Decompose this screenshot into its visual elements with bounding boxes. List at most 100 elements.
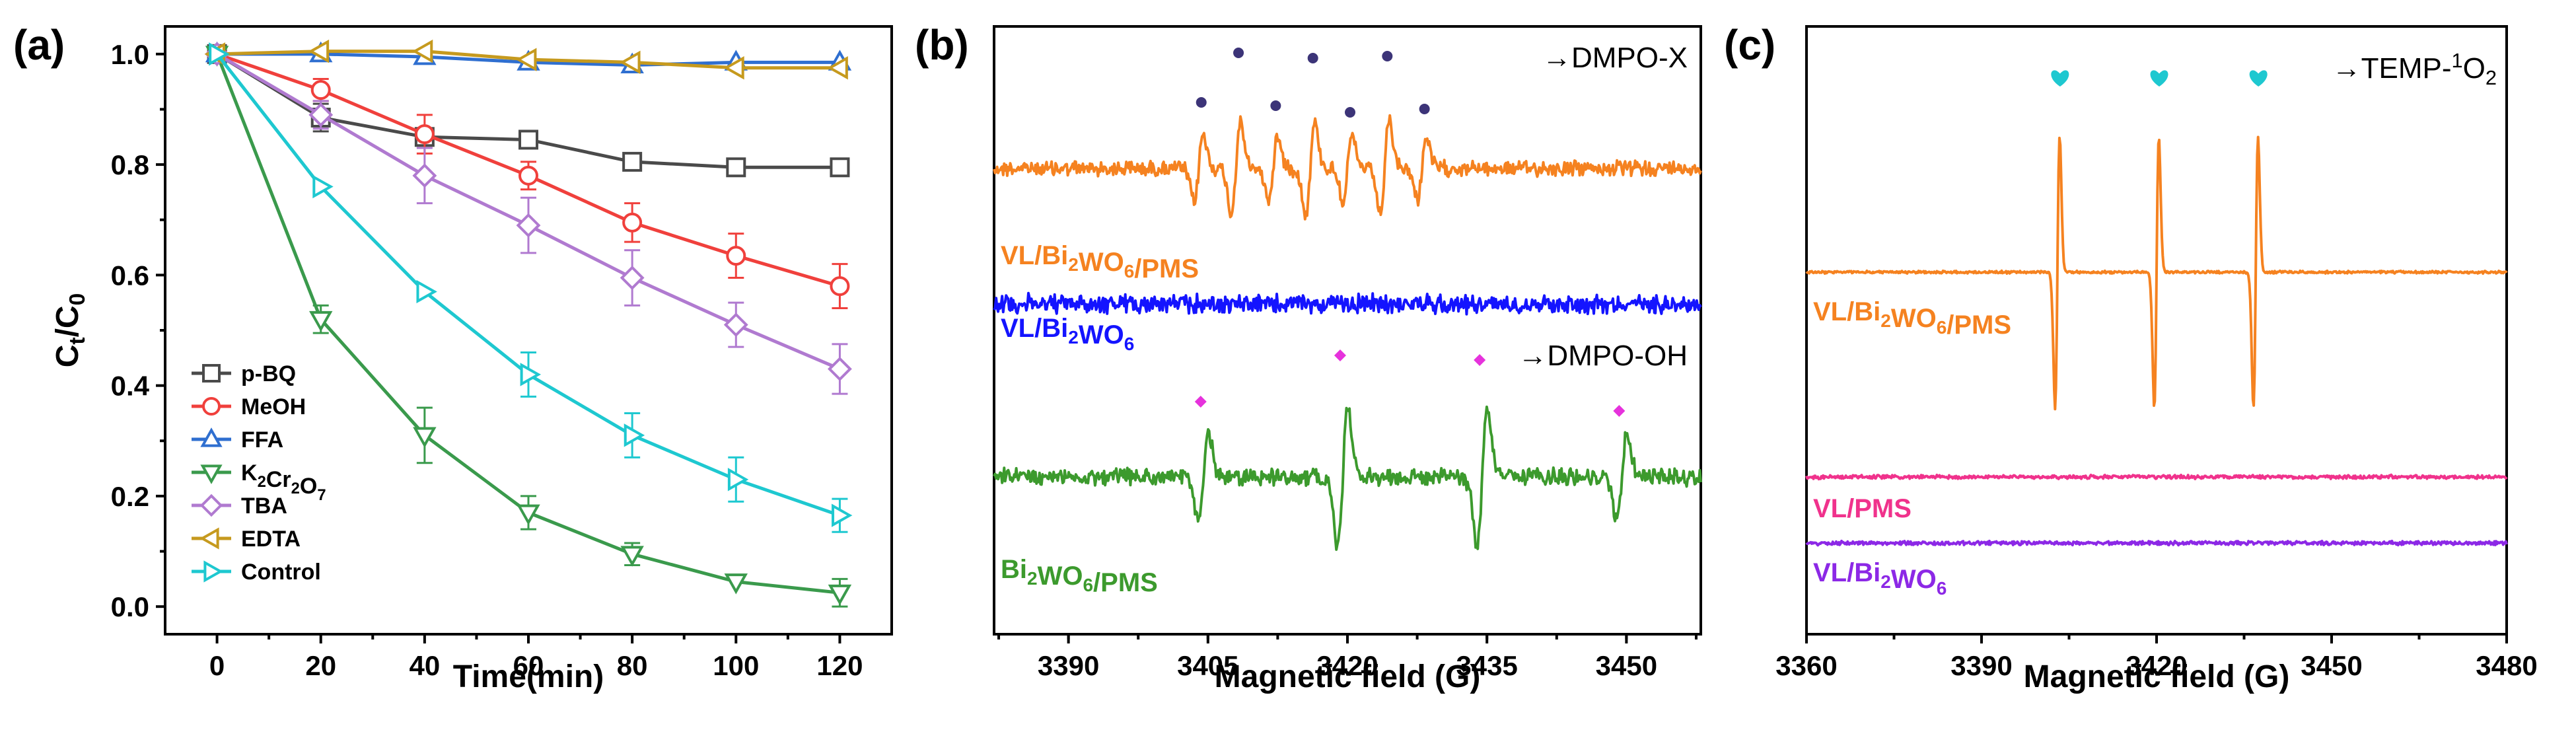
series-label-orange-b: VL/Bi2WO6/PMS xyxy=(1001,241,1199,283)
data-point-k2cr2o7 xyxy=(308,310,333,332)
x-tick-label-a: 80 xyxy=(617,650,648,681)
spectrum-green xyxy=(993,405,1702,551)
x-tick-label-b: 3435 xyxy=(1456,650,1517,681)
legend-marker-meoh xyxy=(202,397,221,416)
x-axis-title-a: Time(min) xyxy=(453,659,604,694)
y-tick-label-a: 0.6 xyxy=(111,260,149,291)
series-edta xyxy=(204,39,848,80)
peak-marker-dmpo-x xyxy=(1382,51,1393,61)
legend-marker-edta xyxy=(199,527,219,550)
peak-marker-dmpo-oh xyxy=(1474,354,1486,366)
series-control xyxy=(209,42,853,533)
legend-label-pbq: p-BQ xyxy=(241,361,296,386)
x-tick-label-c: 3360 xyxy=(1775,650,1837,681)
series-meoh xyxy=(207,44,850,310)
x-tick-label-a: 40 xyxy=(409,650,440,681)
data-point-meoh xyxy=(414,124,435,145)
data-point-meoh xyxy=(830,276,850,297)
data-point-meoh xyxy=(622,212,643,233)
x-tick-label-a: 20 xyxy=(305,650,336,681)
peak-marker-dmpo-x xyxy=(1233,48,1244,58)
data-point-tba xyxy=(308,102,334,128)
data-point-meoh xyxy=(519,165,538,186)
annotation-dmpo-x: →DMPO-X xyxy=(1542,42,1688,74)
x-tick-label-c: 3420 xyxy=(2126,650,2187,681)
series-tba xyxy=(205,42,852,395)
data-point-edta xyxy=(308,39,330,63)
data-point-control xyxy=(416,279,437,304)
peak-marker-temp xyxy=(2051,70,2069,87)
data-point-pbq xyxy=(726,157,746,178)
spectrum-orange xyxy=(993,114,1702,221)
spectrum-blue xyxy=(993,291,1702,316)
y-tick-label-a: 1.0 xyxy=(111,39,149,70)
x-tick-label-a: 120 xyxy=(816,650,863,681)
legend-marker-k2cr2o7 xyxy=(200,464,223,484)
peak-marker-dmpo-oh xyxy=(1613,405,1626,417)
peak-marker-temp xyxy=(2150,70,2168,87)
data-point-edta xyxy=(515,48,537,71)
series-label-pink-c: VL/PMS xyxy=(1813,494,1912,523)
legend-label-edta: EDTA xyxy=(241,527,301,552)
legend-label-k2cr2o7: K2Cr2O7 xyxy=(241,460,326,504)
series-label-green-b: Bi2WO6/PMS xyxy=(1001,555,1158,597)
x-tick-label-c: 3450 xyxy=(2301,650,2362,681)
data-point-edta xyxy=(411,39,433,63)
data-point-control xyxy=(209,42,230,66)
data-point-k2cr2o7 xyxy=(620,546,644,567)
peak-marker-dmpo-oh xyxy=(1334,349,1346,361)
y-tick-label-a: 0.2 xyxy=(111,481,149,512)
legend-label-ffa: FFA xyxy=(241,427,283,453)
panel-c: (c) 3360 3390 3420 3450 3480 Magnetic field (G… xyxy=(1724,21,2538,694)
peak-marker-dmpo-x xyxy=(1345,107,1355,118)
data-point-meoh xyxy=(310,80,331,100)
annotation-dmpo-oh: →DMPO-OH xyxy=(1518,340,1688,372)
data-point-control xyxy=(832,503,853,527)
panel-label-a: (a) xyxy=(13,21,65,69)
panel-label-b: (b) xyxy=(915,21,969,69)
data-point-tba xyxy=(516,213,541,238)
data-point-edta xyxy=(827,56,848,80)
data-point-pbq xyxy=(622,151,643,172)
peak-marker-dmpo-x xyxy=(1307,53,1318,63)
annotation-temp-1o2: →TEMP-1O2 xyxy=(2332,49,2497,89)
data-point-k2cr2o7 xyxy=(828,584,852,606)
x-tick-label-b: 3450 xyxy=(1596,650,1657,681)
x-tick-label-c: 3480 xyxy=(2476,650,2537,681)
series-label-orange-c: VL/Bi2WO6/PMS xyxy=(1813,297,2011,340)
series-k2cr2o7 xyxy=(205,46,852,608)
data-point-pbq xyxy=(830,157,850,178)
x-tick-label-a: 0 xyxy=(209,650,225,681)
data-point-control xyxy=(312,174,334,199)
y-axis-title-a: Ct/C0 xyxy=(50,293,90,368)
data-point-tba xyxy=(412,163,437,188)
data-point-tba xyxy=(828,357,852,381)
data-point-control xyxy=(727,468,749,492)
peak-marker-dmpo-x xyxy=(1270,100,1281,111)
peak-marker-dmpo-x xyxy=(1196,97,1207,108)
legend-marker-pbq xyxy=(202,364,221,383)
data-point-tba xyxy=(620,266,645,290)
series-line-control xyxy=(215,53,841,517)
data-point-tba xyxy=(723,312,748,338)
y-tick-label-a: 0.0 xyxy=(111,591,149,622)
data-point-k2cr2o7 xyxy=(724,573,748,595)
data-point-k2cr2o7 xyxy=(517,504,540,526)
peak-marker-dmpo-x xyxy=(1419,104,1430,114)
spectrum-pink xyxy=(1805,473,2508,481)
data-point-control xyxy=(624,423,645,447)
panel-b: (b) 3390 3405 3420 3435 3450 Magnetic field (G… xyxy=(915,21,1702,694)
data-point-k2cr2o7 xyxy=(413,427,437,448)
data-point-control xyxy=(520,363,542,386)
data-point-pbq xyxy=(519,129,538,150)
x-tick-label-b: 3405 xyxy=(1177,650,1238,681)
panel-label-c: (c) xyxy=(1724,21,1775,69)
legend-marker-control xyxy=(203,560,223,583)
panel-a: (a) 0 20 40 60 80 100 120 0.0 0.2 0.4 0.6 0.8 1.0 Time… xyxy=(13,21,893,694)
series-label-violet-c: VL/Bi2WO6 xyxy=(1813,558,1947,599)
spectrum-violet xyxy=(1805,539,2508,547)
data-point-meoh xyxy=(726,246,746,266)
peak-marker-dmpo-oh xyxy=(1194,396,1207,408)
